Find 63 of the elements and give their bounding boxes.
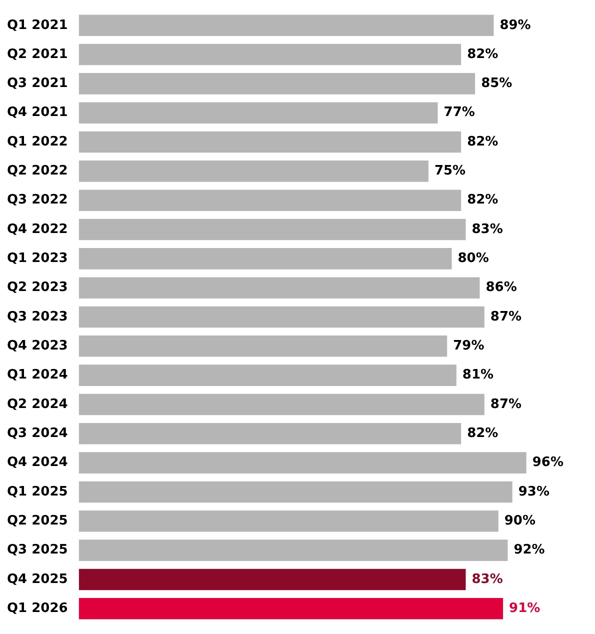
data-label: 92% <box>514 542 545 558</box>
bar <box>78 336 448 357</box>
bar <box>78 131 462 153</box>
y-tick-label: Q3 2025 <box>6 542 68 558</box>
y-tick-label: Q1 2021 <box>6 18 68 33</box>
data-label: 91% <box>509 600 540 616</box>
bar <box>78 44 462 66</box>
bar <box>78 423 462 444</box>
y-tick-label: Q2 2022 <box>6 164 68 179</box>
data-label: 81% <box>462 368 494 383</box>
y-tick-label: Q4 2022 <box>6 222 68 237</box>
bar <box>78 598 504 620</box>
bar <box>78 218 466 240</box>
data-label: 90% <box>504 514 536 529</box>
data-label: 82% <box>467 46 498 62</box>
y-tick-label: Q4 2021 <box>6 105 68 120</box>
y-tick-label: Q4 2024 <box>6 455 68 470</box>
data-label: 82% <box>467 134 498 150</box>
data-label: 87% <box>490 396 522 412</box>
y-tick-label: Q2 2021 <box>6 46 68 62</box>
bar <box>78 481 512 503</box>
y-tick-label: Q4 2023 <box>6 338 68 354</box>
data-label: 83% <box>472 222 503 237</box>
y-tick-label: Q1 2022 <box>6 134 68 150</box>
data-label: 85% <box>481 76 512 92</box>
data-label: 93% <box>518 484 550 500</box>
data-label: 89% <box>500 18 531 33</box>
bar <box>78 306 484 328</box>
y-tick-label: Q3 2024 <box>6 426 68 442</box>
bar <box>78 568 466 590</box>
y-tick-label: Q3 2022 <box>6 192 68 208</box>
data-label: 87% <box>490 309 522 324</box>
data-label: 80% <box>458 251 489 266</box>
y-tick-label: Q3 2023 <box>6 309 68 324</box>
data-label: 82% <box>467 426 498 442</box>
y-tick-label: Q3 2021 <box>6 76 68 92</box>
bar <box>78 248 452 270</box>
bar <box>78 452 526 474</box>
y-tick-label: Q4 2025 <box>6 572 68 587</box>
bar <box>78 160 428 182</box>
y-tick-label: Q1 2025 <box>6 484 68 500</box>
bar <box>78 394 484 416</box>
bar <box>78 190 462 211</box>
bar <box>78 14 494 36</box>
bar <box>78 364 456 386</box>
bar <box>78 73 476 94</box>
y-tick-label: Q2 2025 <box>6 514 68 529</box>
y-tick-label: Q1 2026 <box>6 600 68 616</box>
bar <box>78 102 438 124</box>
data-label: 77% <box>444 105 475 120</box>
y-tick-label: Q1 2024 <box>6 368 68 383</box>
data-label: 86% <box>486 280 517 296</box>
bar <box>78 540 508 561</box>
data-label: 82% <box>467 192 498 208</box>
bar <box>78 277 480 298</box>
bar <box>78 510 498 532</box>
y-tick-label: Q2 2024 <box>6 396 68 412</box>
data-label: 79% <box>453 338 484 354</box>
data-label: 75% <box>434 164 466 179</box>
y-tick-label: Q1 2023 <box>6 251 68 266</box>
data-label: 83% <box>472 572 503 587</box>
data-label: 96% <box>532 455 564 470</box>
y-tick-label: Q2 2023 <box>6 280 68 296</box>
